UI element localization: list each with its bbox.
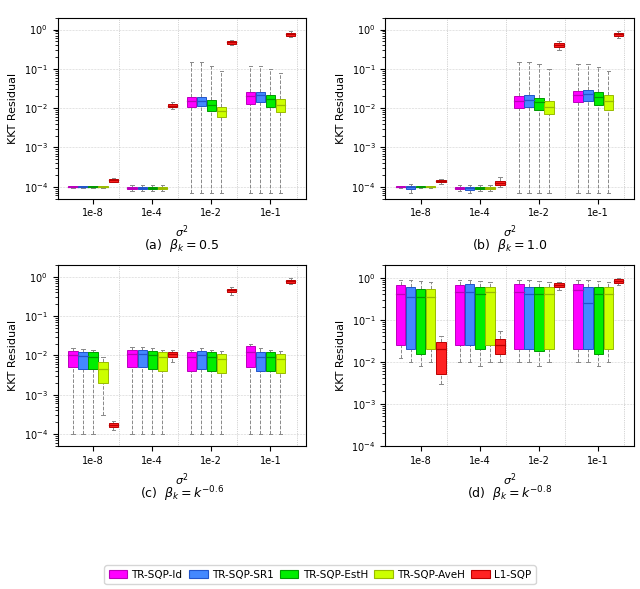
Bar — [256, 92, 265, 102]
Bar — [554, 43, 564, 48]
Bar — [406, 287, 415, 349]
Bar — [554, 283, 564, 287]
Bar — [465, 284, 474, 345]
Bar — [406, 186, 415, 188]
Bar — [276, 99, 285, 112]
Bar — [217, 107, 226, 117]
Bar — [426, 186, 435, 187]
Bar — [286, 32, 295, 35]
Bar — [138, 350, 147, 368]
X-axis label: $\sigma^2$: $\sigma^2$ — [502, 224, 516, 240]
Bar — [148, 187, 157, 188]
Bar — [436, 342, 445, 375]
Text: (d)  $\beta_k = k^{-0.8}$: (d) $\beta_k = k^{-0.8}$ — [467, 484, 552, 504]
Bar — [604, 287, 613, 349]
Bar — [465, 187, 474, 190]
Y-axis label: KKT Residual: KKT Residual — [336, 320, 346, 391]
Y-axis label: KKT Residual: KKT Residual — [336, 72, 346, 144]
Bar — [266, 95, 275, 107]
Text: (b)  $\beta_k = 1.0$: (b) $\beta_k = 1.0$ — [472, 237, 547, 254]
Legend: TR-SQP-Id, TR-SQP-SR1, TR-SQP-EstH, TR-SQP-AveH, L1-SQP: TR-SQP-Id, TR-SQP-SR1, TR-SQP-EstH, TR-S… — [104, 565, 536, 584]
Bar — [614, 33, 623, 36]
Bar — [127, 350, 137, 368]
Bar — [604, 95, 613, 110]
Y-axis label: KKT Residual: KKT Residual — [8, 72, 18, 144]
Bar — [584, 287, 593, 349]
Text: (c)  $\beta_k = k^{-0.6}$: (c) $\beta_k = k^{-0.6}$ — [140, 484, 224, 504]
Bar — [545, 287, 554, 349]
Bar — [495, 339, 504, 355]
Bar — [246, 92, 255, 104]
Bar — [88, 352, 98, 369]
Bar — [455, 187, 465, 188]
Bar — [534, 287, 543, 351]
Bar — [78, 352, 88, 369]
Bar — [168, 352, 177, 357]
Text: (a)  $\beta_k = 0.5$: (a) $\beta_k = 0.5$ — [144, 237, 219, 254]
Bar — [584, 90, 593, 101]
Bar — [207, 352, 216, 371]
X-axis label: $\sigma^2$: $\sigma^2$ — [502, 471, 516, 488]
Bar — [99, 362, 108, 383]
Bar — [109, 423, 118, 427]
Bar — [396, 186, 405, 187]
Bar — [68, 186, 77, 187]
Bar — [157, 352, 167, 371]
Bar — [485, 287, 495, 345]
Bar — [99, 186, 108, 187]
Bar — [196, 351, 206, 369]
Bar — [187, 97, 196, 107]
Y-axis label: KKT Residual: KKT Residual — [8, 320, 18, 391]
Bar — [573, 91, 582, 102]
Bar — [476, 287, 484, 349]
Bar — [614, 279, 623, 283]
Bar — [78, 186, 88, 187]
Bar — [227, 41, 236, 44]
Bar — [196, 97, 206, 106]
Bar — [515, 284, 524, 349]
Bar — [127, 187, 137, 188]
Bar — [138, 187, 147, 188]
X-axis label: $\sigma^2$: $\sigma^2$ — [175, 224, 189, 240]
Bar — [524, 287, 534, 349]
Bar — [286, 280, 295, 283]
Bar — [68, 351, 77, 368]
Bar — [485, 187, 495, 188]
Bar — [476, 187, 484, 188]
Bar — [534, 98, 543, 110]
Bar — [256, 352, 265, 371]
Bar — [436, 180, 445, 182]
Bar — [246, 346, 255, 368]
Bar — [276, 354, 285, 373]
Bar — [148, 351, 157, 369]
Bar — [545, 101, 554, 114]
Bar — [227, 289, 236, 292]
Bar — [157, 187, 167, 188]
Bar — [416, 289, 426, 355]
Bar — [495, 181, 504, 185]
Bar — [426, 289, 435, 349]
Bar — [455, 286, 465, 345]
Bar — [573, 284, 582, 349]
X-axis label: $\sigma^2$: $\sigma^2$ — [175, 471, 189, 488]
Bar — [168, 104, 177, 107]
Bar — [109, 179, 118, 181]
Bar — [187, 352, 196, 371]
Bar — [593, 287, 603, 355]
Bar — [217, 354, 226, 373]
Bar — [396, 286, 405, 345]
Bar — [515, 96, 524, 108]
Bar — [416, 186, 426, 187]
Bar — [207, 100, 216, 111]
Bar — [593, 92, 603, 105]
Bar — [266, 352, 275, 371]
Bar — [88, 186, 98, 187]
Bar — [524, 95, 534, 107]
